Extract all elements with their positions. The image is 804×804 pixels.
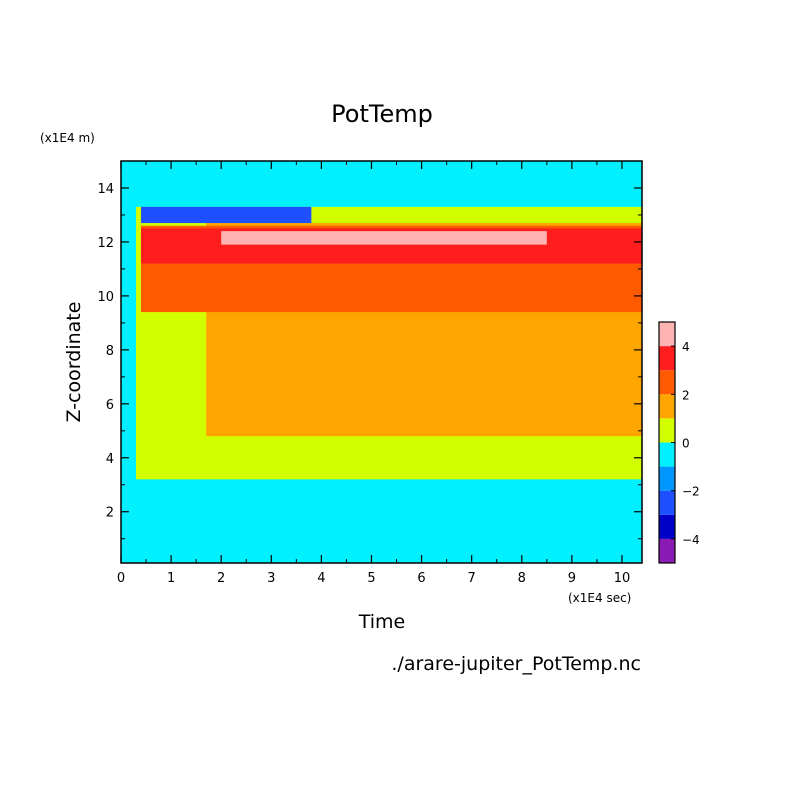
y-axis: 2 4 6 8 10 12 14 — [97, 182, 642, 540]
plot-frame — [120, 160, 643, 564]
x-tick-label: 6 — [417, 571, 425, 586]
x-tick-label: 8 — [518, 571, 526, 586]
colorbar-swatch — [659, 538, 675, 563]
x-tick-label: 10 — [614, 571, 631, 586]
x-tick-label: 0 — [117, 571, 125, 586]
x-unit-label: (x1E4 sec) — [568, 591, 631, 605]
chart-title: PotTemp — [331, 100, 433, 128]
x-tick-label: 2 — [217, 571, 225, 586]
x-tick-label: 1 — [167, 571, 175, 586]
y-tick-label: 14 — [97, 182, 114, 197]
colorbar-swatch — [659, 418, 675, 443]
colorbar-swatch — [659, 466, 675, 491]
colorbar-swatch — [659, 346, 675, 371]
y-tick-label: 8 — [106, 344, 114, 359]
plot-area — [121, 161, 642, 563]
contour-region-level--2 — [141, 206, 312, 224]
x-axis-label: Time — [358, 611, 406, 633]
y-tick-label: 12 — [97, 236, 114, 251]
colorbar: −4 −2 0 2 4 — [658, 321, 700, 564]
y-axis-label: Z-coordinate — [63, 302, 85, 423]
colorbar-swatch — [659, 442, 675, 467]
colorbar-swatch — [659, 322, 675, 347]
colorbar-tick-label: 0 — [682, 437, 690, 451]
y-tick-label: 4 — [106, 452, 114, 467]
colorbar-tick-label: −4 — [682, 533, 700, 547]
x-tick-label: 9 — [568, 571, 576, 586]
y-tick-label: 2 — [106, 506, 114, 521]
colorbar-swatch — [659, 394, 675, 419]
x-tick-label: 3 — [267, 571, 275, 586]
colorbar-swatch — [659, 514, 675, 539]
colorbar-swatch — [659, 370, 675, 395]
y-tick-label: 6 — [106, 398, 114, 413]
x-axis: 0 1 2 3 4 5 6 7 8 9 10 — [117, 161, 630, 586]
colorbar-tick-label: 2 — [682, 388, 690, 402]
colorbar-tick-label: −2 — [682, 485, 700, 499]
y-unit-label: (x1E4 m) — [40, 131, 95, 145]
x-tick-label: 4 — [317, 571, 325, 586]
x-tick-label: 5 — [367, 571, 375, 586]
source-file-label: ./arare-jupiter_PotTemp.nc — [391, 653, 641, 675]
colorbar-tick-label: 4 — [682, 340, 690, 354]
x-tick-label: 7 — [468, 571, 476, 586]
y-tick-label: 10 — [97, 290, 114, 305]
colorbar-swatch — [659, 490, 675, 515]
contour-region-level-5 — [221, 231, 547, 245]
